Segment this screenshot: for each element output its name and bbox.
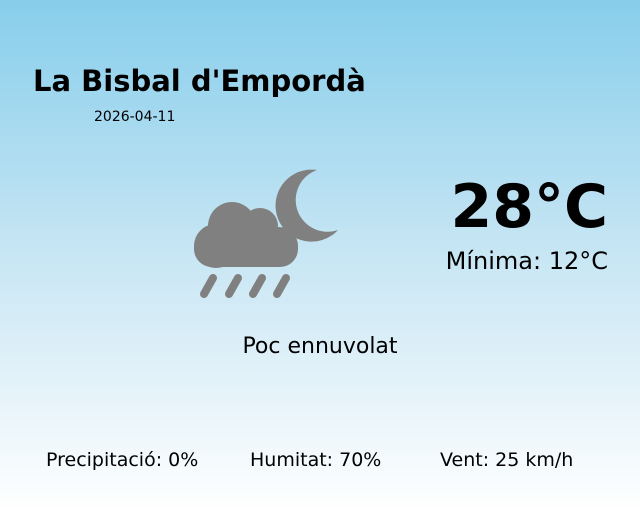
date-label: 2026-04-11 xyxy=(94,109,176,125)
wind-stat: Vent: 25 km/h xyxy=(440,449,574,471)
precipitation-stat: Precipitació: 0% xyxy=(46,449,199,471)
location-title: La Bisbal d'Empordà xyxy=(33,64,366,98)
rain-icon xyxy=(200,274,290,298)
cloud-icon xyxy=(194,202,298,268)
moon-icon xyxy=(275,169,338,242)
minimum-temperature: Mínima: 12°C xyxy=(445,247,608,275)
cloud-rain-moon-icon xyxy=(194,169,338,298)
condition-label: Poc ennuvolat xyxy=(242,334,398,359)
current-temperature: 28°C xyxy=(450,172,608,242)
humidity-stat: Humitat: 70% xyxy=(250,449,382,471)
